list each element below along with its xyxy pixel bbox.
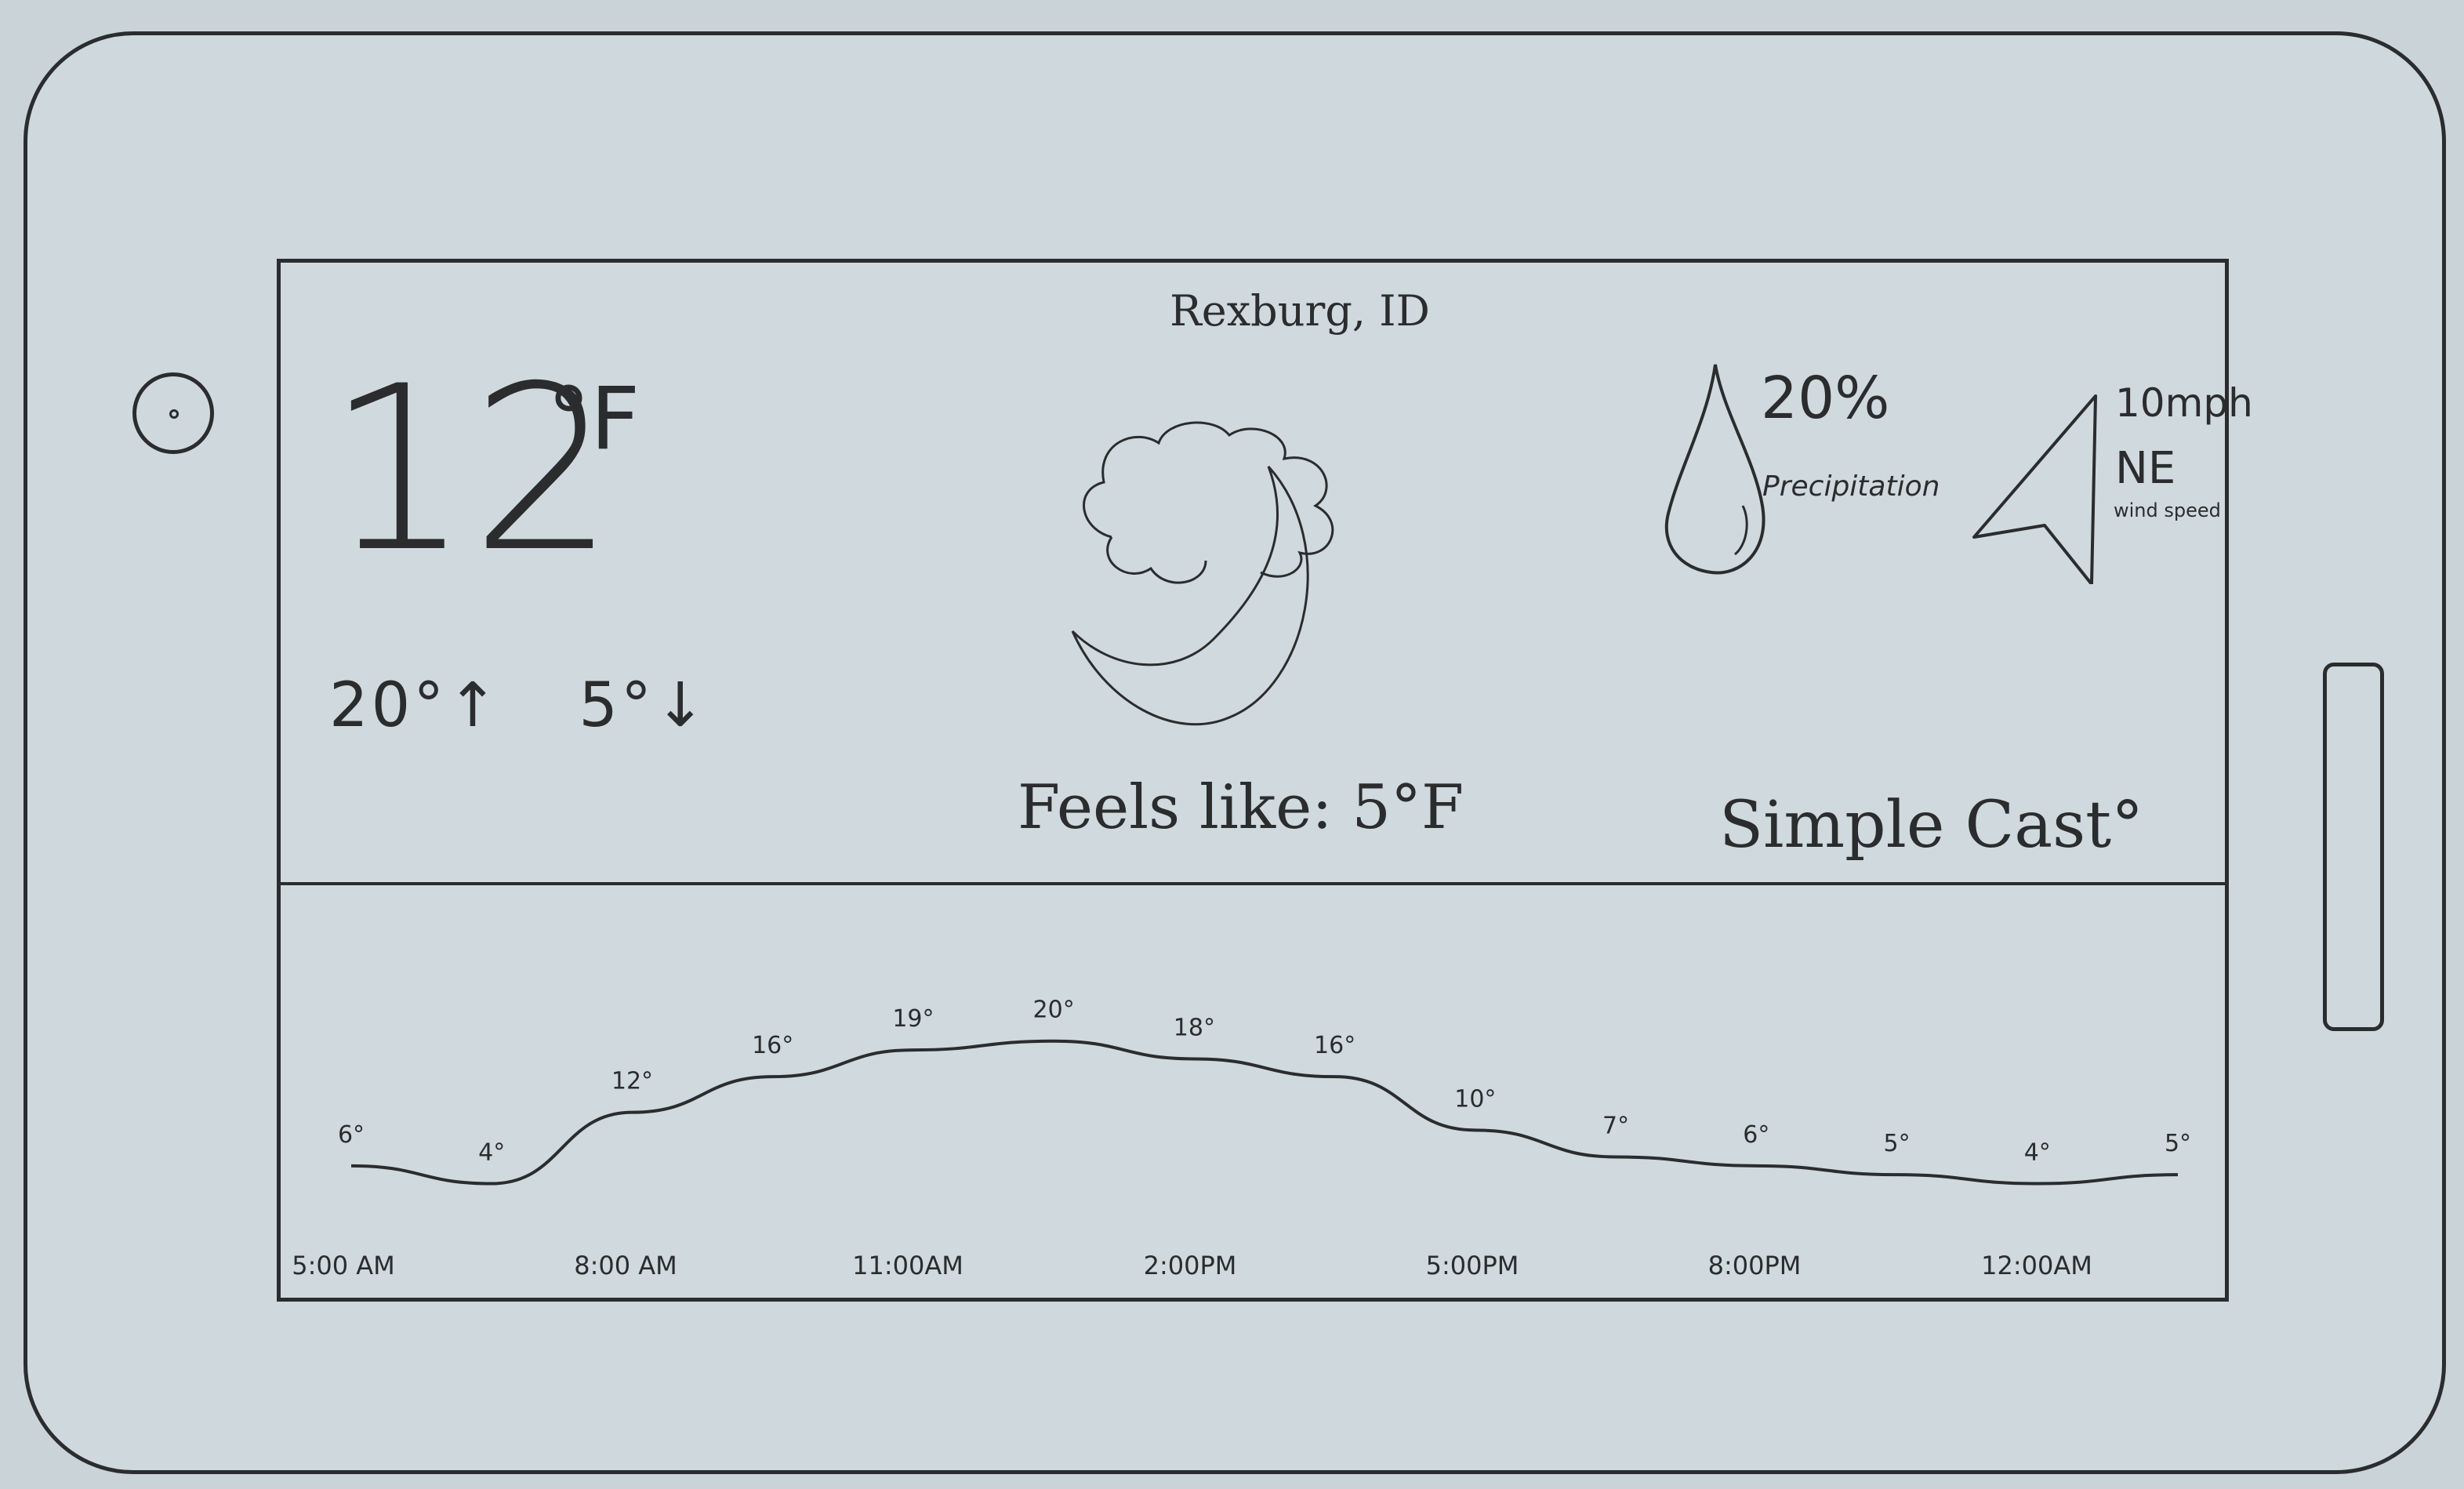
point-label: 5° — [2165, 1130, 2191, 1157]
app-name: Simple Cast° — [1719, 788, 2144, 863]
wind-direction-arrow-icon — [1972, 394, 2097, 584]
home-button[interactable] — [2323, 663, 2384, 1031]
weather-screen: Rexburg, ID 12 °F 20°↑ 5°↓ Feels like: 5… — [277, 259, 2253, 1302]
point-label: 4° — [478, 1139, 505, 1167]
precipitation-label: Precipitation — [1762, 470, 1940, 503]
location-label: Rexburg, ID — [1170, 286, 1430, 336]
front-camera — [132, 372, 214, 454]
tablet-frame: Rexburg, ID 12 °F 20°↑ 5°↓ Feels like: 5… — [24, 31, 2446, 1474]
wind-speed-value: 10mph — [2115, 380, 2253, 426]
time-label: 5:00 AM — [292, 1251, 395, 1280]
high-temperature: 20°↑ — [329, 670, 502, 741]
time-label: 2:00PM — [1144, 1251, 1237, 1280]
temperature-line — [350, 1039, 2179, 1186]
point-label: 4° — [2024, 1139, 2051, 1167]
time-label: 11:00AM — [852, 1251, 963, 1280]
temperature-unit: °F — [547, 369, 640, 469]
low-temperature: 5°↓ — [579, 670, 709, 741]
time-label: 5:00PM — [1426, 1251, 1519, 1280]
precipitation-value: 20% — [1761, 365, 1890, 432]
point-label: 12° — [611, 1068, 653, 1095]
hourly-temperature-chart: 6° 4° 12° 16° 19° 20° 18° 16° 10° 7° 6° 5° 4° 5° 5:00 … — [292, 997, 2191, 1280]
point-label: 19° — [892, 1005, 934, 1033]
feels-like-label: Feels like: 5°F — [1018, 772, 1464, 843]
raindrop-icon — [1664, 364, 1765, 575]
wind-direction: NE — [2115, 443, 2176, 494]
point-label: 16° — [752, 1032, 793, 1059]
wind-speed-label: wind speed — [2114, 499, 2221, 521]
point-label: 10° — [1454, 1085, 1496, 1113]
time-label: 8:00PM — [1708, 1251, 1802, 1280]
moon-cloud-icon — [1071, 421, 1334, 726]
point-label: 20° — [1033, 997, 1075, 1024]
point-label: 6° — [1743, 1121, 1769, 1149]
point-label: 6° — [338, 1121, 365, 1149]
current-temperature: 12 — [326, 338, 616, 602]
point-label: 18° — [1174, 1014, 1215, 1041]
section-divider — [281, 882, 2225, 885]
point-label: 16° — [1314, 1032, 1355, 1059]
high-low: 20°↑ 5°↓ — [329, 670, 764, 741]
point-label: 7° — [1602, 1112, 1629, 1139]
time-label: 8:00 AM — [574, 1251, 677, 1280]
time-label: 12:00AM — [1981, 1251, 2092, 1280]
point-label: 5° — [1883, 1130, 1910, 1157]
